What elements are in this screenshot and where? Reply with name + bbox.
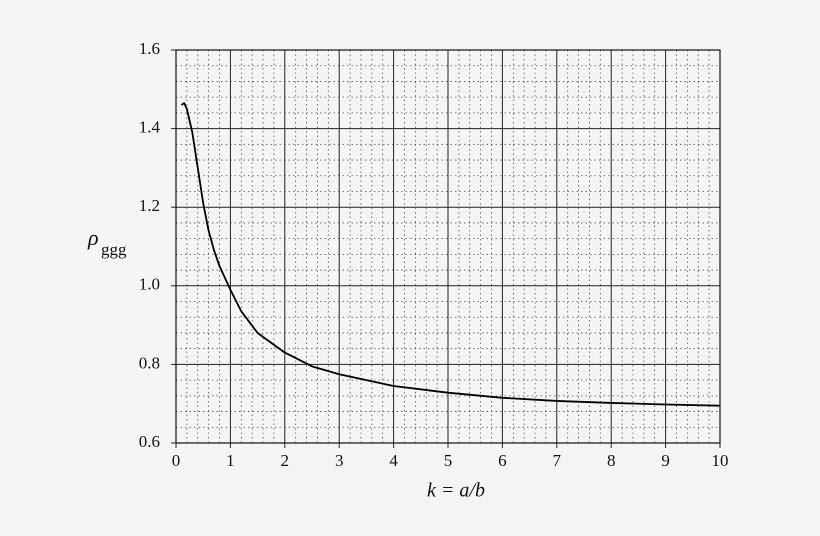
y-tick-label: 0.6 (139, 432, 160, 451)
y-axis-label: ρ (87, 225, 99, 250)
y-tick-label: 1.0 (139, 275, 160, 294)
x-tick-label: 0 (172, 451, 181, 470)
x-tick-label: 4 (389, 451, 398, 470)
x-tick-label: 8 (607, 451, 616, 470)
x-tick-label: 7 (553, 451, 562, 470)
x-tick-label: 2 (281, 451, 290, 470)
x-tick-label: 1 (226, 451, 235, 470)
x-tick-label: 10 (712, 451, 729, 470)
y-axis-label-subscript: ggg (101, 240, 127, 259)
x-tick-label: 5 (444, 451, 453, 470)
y-tick-label: 0.8 (139, 353, 160, 372)
x-tick-label: 6 (498, 451, 507, 470)
data-line (180, 102, 721, 407)
x-axis-label: k = a/b (427, 480, 485, 502)
plot-frame (175, 49, 721, 444)
y-tick-label: 1.6 (139, 39, 160, 58)
x-tick-label: 3 (335, 451, 344, 470)
y-tick-label: 1.4 (139, 118, 161, 137)
y-tick-label: 1.2 (139, 196, 160, 215)
x-tick-label: 9 (661, 451, 670, 470)
